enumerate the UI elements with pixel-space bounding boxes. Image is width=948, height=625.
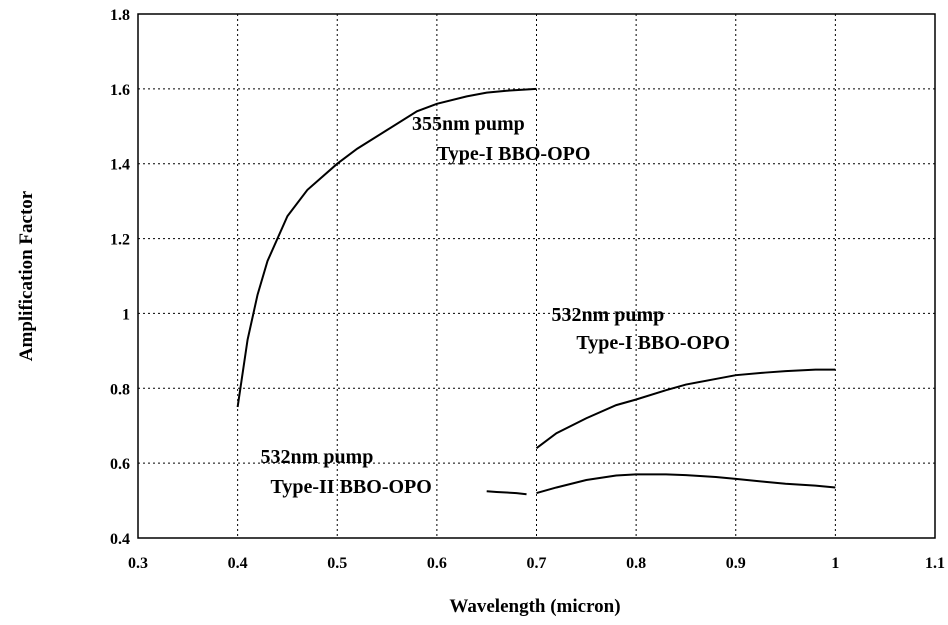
y-tick-label: 1.4	[110, 157, 130, 174]
annotation-a6: Type-II BBO-OPO	[271, 476, 432, 498]
series-line-1	[236, 87, 537, 408]
y-tick-labels: 0.4 0.6 0.8 1 1.2 1.4 1.6 1.8	[110, 7, 130, 548]
x-axis-title: Wavelength (micron)	[449, 596, 620, 617]
annotation-a2: Type-I BBO-OPO	[437, 143, 591, 165]
x-tick-label: 0.3	[128, 555, 148, 572]
x-tick-label: 0.5	[327, 555, 347, 572]
y-tick-label: 1.2	[110, 232, 130, 249]
x-tick-label: 0.7	[527, 555, 547, 572]
x-tick-labels: 0.3 0.4 0.5 0.6 0.7 0.8 0.9 1 1.1	[128, 555, 945, 572]
y-tick-label: 0.8	[110, 381, 130, 398]
series-line-2	[535, 368, 836, 449]
annotation-a1: 355nm pump	[412, 113, 525, 135]
grid-lines	[138, 14, 935, 538]
series-lines	[236, 87, 836, 496]
y-tick-label: 0.6	[110, 456, 130, 473]
series-line-4	[536, 473, 836, 495]
x-tick-label: 1.1	[925, 555, 945, 572]
x-tick-label: 0.9	[726, 555, 746, 572]
annotation-a5: 532nm pump	[261, 446, 374, 468]
annotation-a3: 532nm pump	[551, 304, 664, 326]
annotation-a4: Type-I BBO-OPO	[576, 332, 730, 354]
x-tick-label: 1	[831, 555, 839, 572]
x-tick-label: 0.4	[228, 555, 248, 572]
series-line-3	[486, 490, 527, 496]
plot-frame	[137, 13, 936, 539]
y-tick-label: 1	[122, 306, 130, 323]
x-tick-label: 0.8	[626, 555, 646, 572]
x-tick-label: 0.6	[427, 555, 447, 572]
y-tick-label: 1.8	[110, 7, 130, 24]
y-tick-label: 1.6	[110, 82, 130, 99]
y-axis-title: Amplification Factor	[16, 190, 37, 361]
y-tick-label: 0.4	[110, 531, 130, 548]
annotations: 355nm pump Type-I BBO-OPO 532nm pump Type-I…	[261, 113, 730, 498]
